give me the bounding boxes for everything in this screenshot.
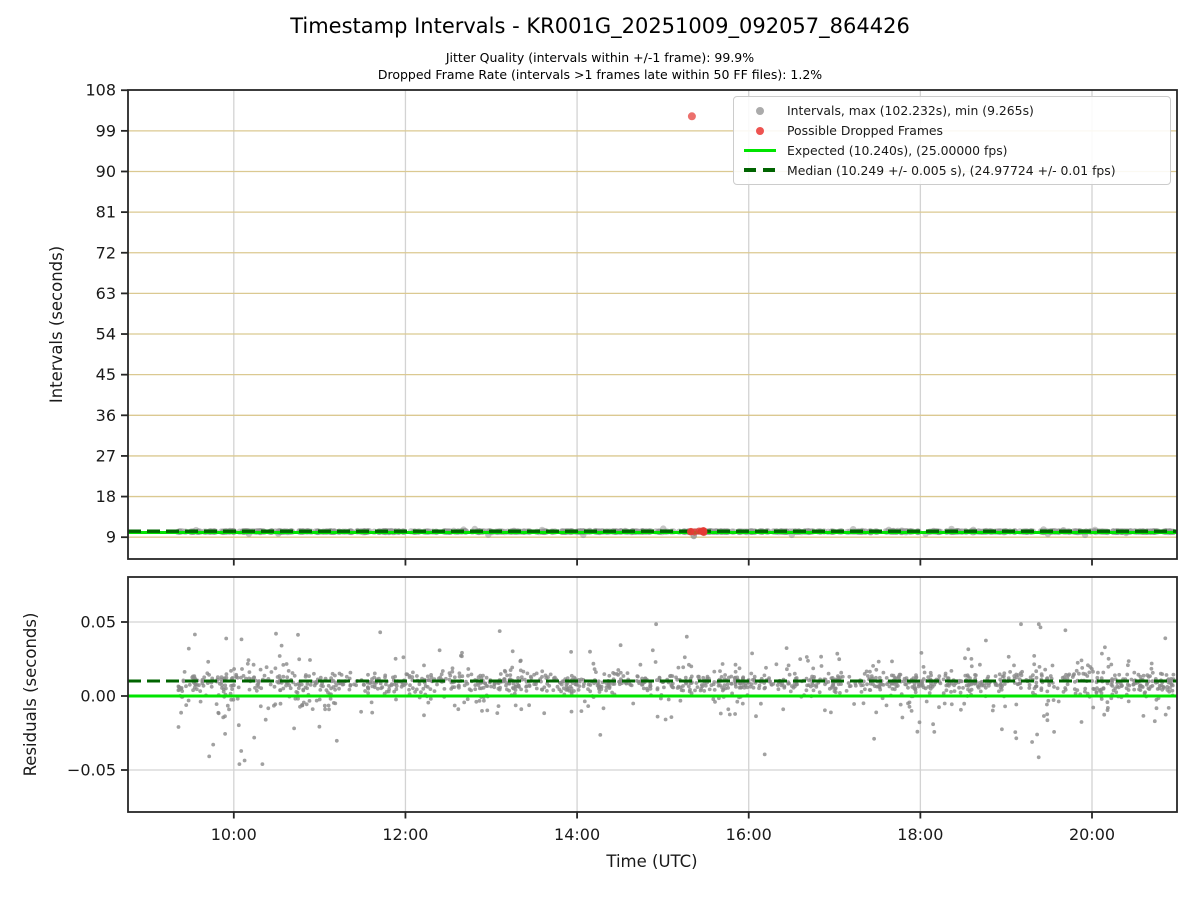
intervals-y-tick-label: 81: [96, 203, 116, 222]
residuals-y-axis-label: Residuals (seconds): [21, 613, 40, 777]
intervals-y-tick-label: 99: [96, 121, 116, 140]
red-dot-icon: [740, 126, 780, 135]
gray-dot-icon: [740, 106, 780, 115]
x-tick-label: 10:00: [211, 825, 257, 844]
axes: 9 18 27 36 45 54 63 72 81 90 99 108 0.05 0.00 −0.05 10:…: [21, 81, 1178, 871]
intervals-y-tick-label: 18: [96, 487, 116, 506]
gridlines: [128, 90, 1177, 812]
residuals-y-tick-label: −0.05: [67, 761, 116, 780]
intervals-y-tick-label: 9: [106, 528, 116, 547]
intervals-y-tick-label: 27: [96, 446, 116, 465]
intervals-y-tick-label: 54: [96, 325, 116, 344]
x-tick-label: 20:00: [1069, 825, 1115, 844]
residuals-panel-data: [128, 622, 1177, 766]
max-outlier-point: [687, 112, 696, 121]
residuals-y-tick-label: 0.05: [80, 613, 116, 632]
x-tick-label: 16:00: [726, 825, 772, 844]
x-tick-label: 12:00: [382, 825, 428, 844]
legend-item-label: Intervals, max (102.232s), min (9.265s): [787, 103, 1034, 119]
dashed-line-icon: [740, 168, 780, 173]
x-axis-label: Time (UTC): [605, 852, 697, 871]
intervals-y-tick-label: 72: [96, 243, 116, 262]
legend-item-label: Expected (10.240s), (25.00000 fps): [787, 142, 1008, 158]
chart-title: Timestamp Intervals - KR001G_20251009_09…: [290, 14, 910, 38]
residuals-scatter: [176, 622, 1176, 766]
intervals-y-axis-label: Intervals (seconds): [47, 246, 66, 403]
residuals-y-tick-label: 0.00: [80, 687, 116, 706]
x-tick-label: 14:00: [554, 825, 600, 844]
legend-item-label: Median (10.249 +/- 0.005 s), (24.97724 +…: [787, 162, 1116, 178]
legend: Intervals, max (102.232s), min (9.265s) …: [733, 96, 1171, 185]
dropped-frames-cluster: [686, 527, 708, 537]
x-tick-label: 18:00: [897, 825, 943, 844]
legend-item-intervals: Intervals, max (102.232s), min (9.265s): [740, 101, 1164, 121]
intervals-panel-data: [128, 112, 1177, 540]
intervals-y-tick-label: 63: [96, 284, 116, 303]
legend-item-dropped-frames: Possible Dropped Frames: [740, 121, 1164, 141]
intervals-y-tick-label: 45: [96, 365, 116, 384]
legend-item-median: Median (10.249 +/- 0.005 s), (24.97724 +…: [740, 160, 1164, 180]
chart-subtitle-dropped: Dropped Frame Rate (intervals >1 frames …: [377, 67, 823, 82]
solid-line-icon: [740, 148, 780, 152]
legend-item-expected: Expected (10.240s), (25.00000 fps): [740, 141, 1164, 161]
intervals-y-tick-label: 90: [96, 162, 116, 181]
intervals-y-tick-label: 108: [85, 81, 116, 100]
legend-item-label: Possible Dropped Frames: [787, 123, 943, 139]
intervals-y-tick-label: 36: [96, 406, 116, 425]
chart-subtitle-jitter: Jitter Quality (intervals within +/-1 fr…: [445, 50, 755, 65]
